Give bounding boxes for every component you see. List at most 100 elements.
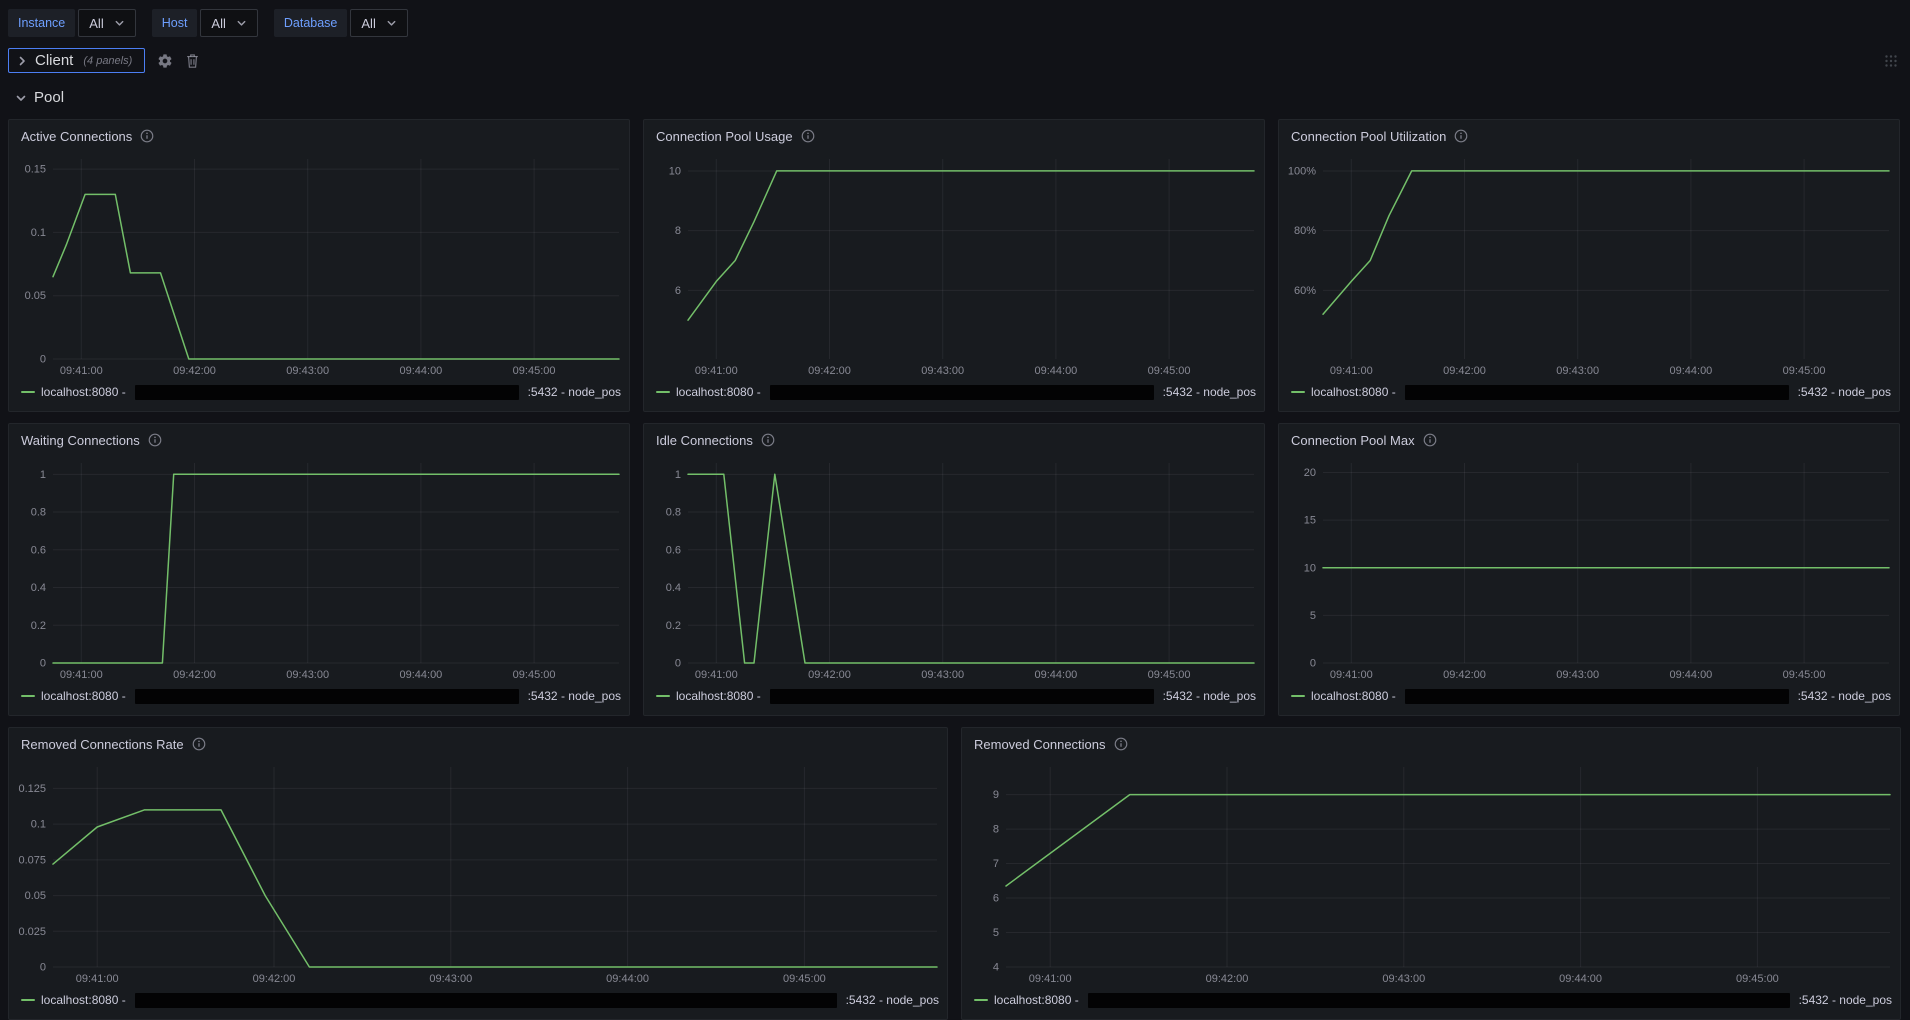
chevron-right-icon [16,55,28,67]
info-icon[interactable] [1114,737,1128,751]
drag-handle[interactable] [1884,54,1898,68]
svg-text:09:43:00: 09:43:00 [286,365,329,377]
svg-text:09:43:00: 09:43:00 [1556,365,1599,377]
legend-prefix: localhost:8080 - [41,385,126,399]
chart-connection-pool-max[interactable]: 0 5 10 15 20 09:41:00 09:42:00 09:43:00 09:44:00… [1283,454,1895,685]
series-swatch [21,998,35,1002]
svg-text:09:41:00: 09:41:00 [60,365,103,377]
variable-database-picker[interactable]: All [350,9,408,37]
panel-title[interactable]: Removed Connections Rate [21,736,184,752]
svg-text:09:44:00: 09:44:00 [1669,669,1712,681]
legend-suffix: :5432 - node_pos [1162,689,1256,703]
svg-text:0.125: 0.125 [18,783,46,795]
svg-text:0.2: 0.2 [666,620,681,632]
svg-text:0.6: 0.6 [31,544,46,556]
variable-host-value: All [211,15,226,31]
chart-connection-pool-utilization[interactable]: 60% 80% 100% 09:41:00 09:42:00 09:43:00 09:44:… [1283,150,1895,381]
legend-prefix: localhost:8080 - [1311,689,1396,703]
panel-title[interactable]: Connection Pool Usage [656,128,793,144]
redacted-text [134,384,519,400]
info-icon[interactable] [1454,129,1468,143]
svg-text:09:44:00: 09:44:00 [399,365,442,377]
panel-title[interactable]: Waiting Connections [21,432,140,448]
svg-text:09:43:00: 09:43:00 [1382,973,1425,985]
variable-host-picker[interactable]: All [200,9,258,37]
svg-text:0.8: 0.8 [666,507,681,519]
info-icon[interactable] [148,433,162,447]
svg-text:09:43:00: 09:43:00 [921,365,964,377]
panel-title[interactable]: Connection Pool Max [1291,432,1415,448]
row-settings-button[interactable] [157,53,173,69]
chart-removed-connections-rate[interactable]: 0 0.025 0.05 0.075 0.1 0.125 09:41:00 09:42:00 0… [13,758,943,989]
svg-text:10: 10 [1304,562,1316,574]
legend-series[interactable]: localhost:8080 - :5432 - node_pos [644,381,1264,411]
chart-connection-pool-usage[interactable]: 6 8 10 09:41:00 09:42:00 09:43:00 09:44:00 09:4… [648,150,1260,381]
svg-text:0.075: 0.075 [18,854,46,866]
legend-series[interactable]: localhost:8080 - :5432 - node_pos [962,989,1900,1019]
chart-idle-connections[interactable]: 0 0.2 0.4 0.6 0.8 1 09:41:00 09:42:00 09:43:00 09… [648,454,1260,685]
legend-suffix: :5432 - node_pos [527,385,621,399]
variable-instance-picker[interactable]: All [78,9,136,37]
svg-text:09:42:00: 09:42:00 [1206,973,1249,985]
variable-instance-label: Instance [8,9,76,37]
series-swatch [21,390,35,394]
chevron-down-icon [15,92,27,104]
svg-text:09:45:00: 09:45:00 [513,669,556,681]
svg-text:09:44:00: 09:44:00 [1559,973,1602,985]
legend-prefix: localhost:8080 - [41,993,126,1007]
series-swatch [21,694,35,698]
variable-instance-value: All [89,15,104,31]
panel-header: Connection Pool Utilization [1279,120,1899,150]
svg-text:0.8: 0.8 [31,507,46,519]
svg-text:09:41:00: 09:41:00 [60,669,103,681]
legend-prefix: localhost:8080 - [676,385,761,399]
legend-series[interactable]: localhost:8080 - :5432 - node_pos [1279,381,1899,411]
svg-text:5: 5 [993,927,999,939]
redacted-text [1404,384,1789,400]
chevron-down-icon [386,18,397,29]
svg-text:09:45:00: 09:45:00 [1148,669,1191,681]
series-swatch [1291,694,1305,698]
svg-text:09:42:00: 09:42:00 [808,365,851,377]
panel-title[interactable]: Connection Pool Utilization [1291,128,1447,144]
svg-text:1: 1 [40,469,46,481]
svg-text:09:41:00: 09:41:00 [1029,973,1072,985]
gear-icon [157,53,173,69]
variable-instance: Instance All [8,9,136,37]
svg-text:09:44:00: 09:44:00 [606,973,649,985]
panel-title[interactable]: Idle Connections [656,432,753,448]
panel-grid: Active Connections 0 0.05 0.1 0.15 09:41:00 0… [0,112,1910,1020]
svg-text:09:41:00: 09:41:00 [695,669,738,681]
legend-series[interactable]: localhost:8080 - :5432 - node_pos [9,381,629,411]
legend-series[interactable]: localhost:8080 - :5432 - node_pos [1279,685,1899,715]
svg-text:80%: 80% [1294,225,1316,237]
svg-text:09:45:00: 09:45:00 [1783,365,1826,377]
svg-text:8: 8 [675,225,681,237]
panel-title[interactable]: Active Connections [21,128,133,144]
panel-title[interactable]: Removed Connections [974,736,1106,752]
svg-text:09:42:00: 09:42:00 [808,669,851,681]
chart-waiting-connections[interactable]: 0 0.2 0.4 0.6 0.8 1 09:41:00 09:42:00 09:43:00 09… [13,454,625,685]
svg-text:6: 6 [675,285,681,297]
info-icon[interactable] [761,433,775,447]
chart-removed-connections[interactable]: 4 5 6 7 8 9 09:41:00 09:42:00 09:43:00 09:44:00 09… [966,758,1896,989]
info-icon[interactable] [140,129,154,143]
svg-text:0.05: 0.05 [25,890,46,902]
panel-connection-pool-utilization: Connection Pool Utilization 60% 80% 100% 09… [1278,119,1900,412]
panel-header: Connection Pool Usage [644,120,1264,150]
chart-active-connections[interactable]: 0 0.05 0.1 0.15 09:41:00 09:42:00 09:43:00 09:4… [13,150,625,381]
legend-series[interactable]: localhost:8080 - :5432 - node_pos [644,685,1264,715]
redacted-text [1087,992,1790,1008]
variable-host: Host All [151,9,258,37]
legend-series[interactable]: localhost:8080 - :5432 - node_pos [9,989,947,1019]
info-icon[interactable] [192,737,206,751]
svg-text:09:44:00: 09:44:00 [1034,669,1077,681]
row-client-toggle[interactable]: Client (4 panels) [8,48,146,73]
row-pool-toggle[interactable]: Pool [8,85,77,110]
info-icon[interactable] [1423,433,1437,447]
svg-text:09:45:00: 09:45:00 [1148,365,1191,377]
legend-series[interactable]: localhost:8080 - :5432 - node_pos [9,685,629,715]
row-delete-button[interactable] [185,53,200,69]
svg-text:09:42:00: 09:42:00 [253,973,296,985]
info-icon[interactable] [801,129,815,143]
